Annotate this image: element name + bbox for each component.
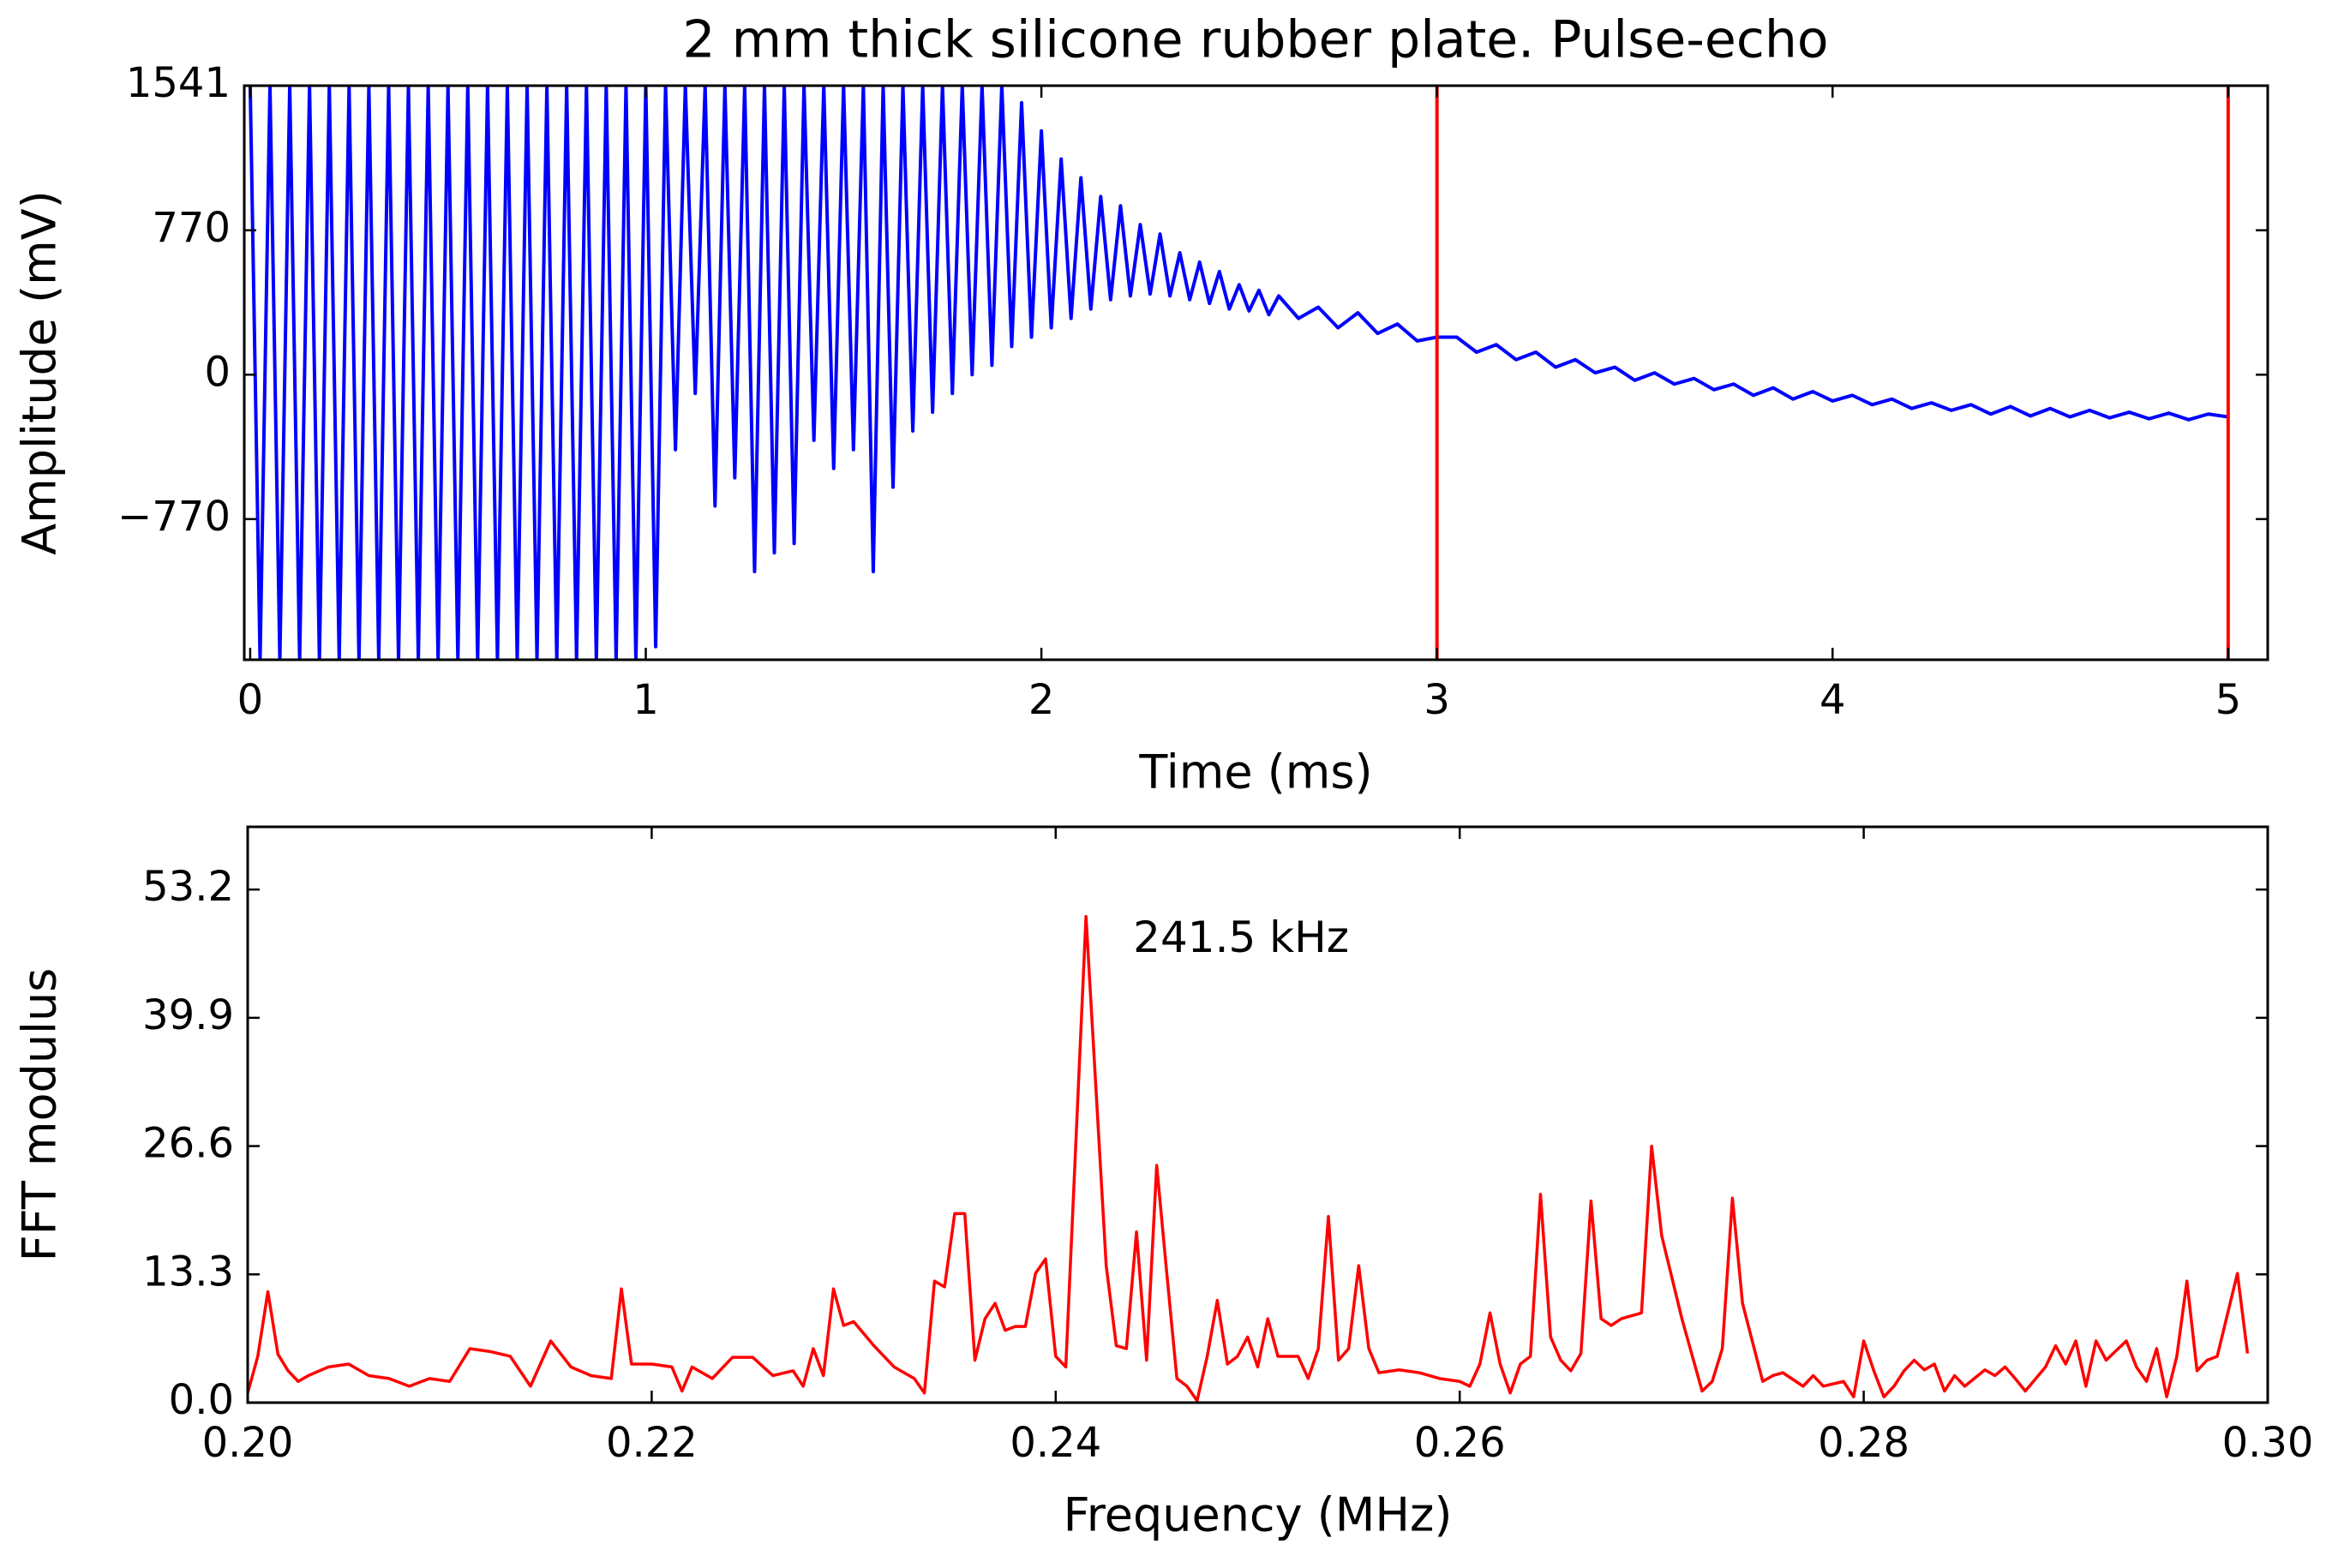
chart-title: 2 mm thick silicone rubber plate. Pulse-… — [682, 10, 1828, 70]
x-tick-label: 0.30 — [2222, 1419, 2314, 1467]
plot-area — [248, 914, 2250, 1403]
y-tick-label: −770 — [117, 493, 231, 541]
y-tick-label: 0.0 — [169, 1376, 234, 1424]
data-line — [248, 86, 2229, 660]
y-tick-label: 13.3 — [142, 1248, 234, 1296]
x-tick-label: 2 — [1028, 676, 1055, 724]
x-tick-label: 0.20 — [202, 1419, 294, 1467]
data-line — [248, 914, 2250, 1403]
y-tick-label: 26.6 — [142, 1120, 234, 1168]
y-axis-label: FFT modulus — [13, 968, 67, 1262]
y-axis-label: Amplitude (mV) — [13, 190, 67, 555]
plot-frame — [243, 84, 2269, 661]
y-tick-label: 39.9 — [142, 991, 234, 1039]
x-tick-label: 0 — [237, 676, 264, 724]
y-tick-label: 770 — [152, 204, 231, 252]
annotation: 241.5 kHz — [1133, 913, 1349, 962]
x-axis-label: Frequency (MHz) — [1064, 1488, 1453, 1542]
x-tick-label: 3 — [1424, 676, 1450, 724]
y-tick-label: 1541 — [126, 59, 231, 107]
x-tick-label: 0.28 — [1818, 1419, 1909, 1467]
x-tick-label: 0.26 — [1414, 1419, 1506, 1467]
x-tick-label: 0.22 — [606, 1419, 698, 1467]
x-tick-label: 0.24 — [1010, 1419, 1101, 1467]
plot-frame — [246, 825, 2269, 1404]
y-tick-label: 53.2 — [142, 863, 234, 911]
x-axis-label: Time (ms) — [1138, 745, 1372, 799]
y-tick-label: 0 — [204, 348, 231, 396]
x-tick-label: 1 — [632, 676, 659, 724]
x-tick-label: 4 — [1819, 676, 1846, 724]
plot-area — [248, 86, 2230, 660]
x-tick-label: 5 — [2215, 676, 2242, 724]
